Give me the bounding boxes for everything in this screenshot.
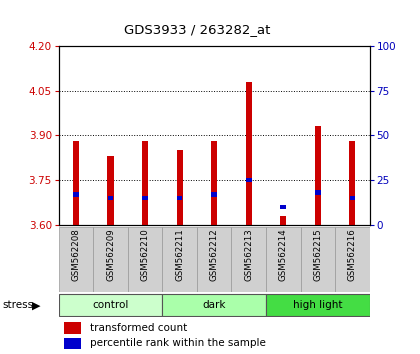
Text: control: control [92, 300, 129, 310]
Bar [349, 196, 355, 200]
Bar [266, 227, 301, 292]
Bar [142, 141, 148, 225]
Bar [301, 227, 335, 292]
Text: GSM562214: GSM562214 [279, 229, 288, 281]
Text: GSM562213: GSM562213 [244, 229, 253, 281]
Bar [73, 141, 79, 225]
Bar [108, 156, 114, 225]
Bar [266, 294, 370, 316]
Text: dark: dark [202, 300, 226, 310]
Text: percentile rank within the sample: percentile rank within the sample [90, 338, 266, 348]
Bar [64, 322, 81, 334]
Bar [315, 190, 320, 195]
Text: transformed count: transformed count [90, 323, 187, 333]
Text: GSM562215: GSM562215 [313, 229, 322, 281]
Bar [211, 141, 217, 225]
Bar [128, 227, 163, 292]
Bar [177, 196, 182, 200]
Bar [246, 178, 252, 182]
Bar [64, 338, 81, 349]
Text: GSM562212: GSM562212 [210, 229, 219, 281]
Bar [280, 216, 286, 225]
Text: GSM562211: GSM562211 [175, 229, 184, 281]
Bar [176, 150, 183, 225]
Text: GSM562216: GSM562216 [348, 229, 357, 281]
Text: ▶: ▶ [32, 301, 40, 311]
Bar [163, 294, 266, 316]
Bar [108, 196, 113, 200]
Bar [93, 227, 128, 292]
Bar [59, 227, 93, 292]
Bar [211, 192, 217, 197]
Bar [231, 227, 266, 292]
Text: GSM562209: GSM562209 [106, 229, 115, 281]
Bar [281, 205, 286, 209]
Text: high light: high light [293, 300, 343, 310]
Bar [315, 126, 321, 225]
Bar [163, 227, 197, 292]
Text: stress: stress [2, 300, 33, 310]
Text: GDS3933 / 263282_at: GDS3933 / 263282_at [124, 23, 270, 36]
Bar [142, 196, 148, 200]
Bar [349, 141, 355, 225]
Bar [335, 227, 370, 292]
Bar [197, 227, 231, 292]
Text: GSM562208: GSM562208 [71, 229, 81, 281]
Text: GSM562210: GSM562210 [141, 229, 150, 281]
Bar [73, 192, 79, 197]
Bar [59, 294, 163, 316]
Bar [246, 82, 252, 225]
